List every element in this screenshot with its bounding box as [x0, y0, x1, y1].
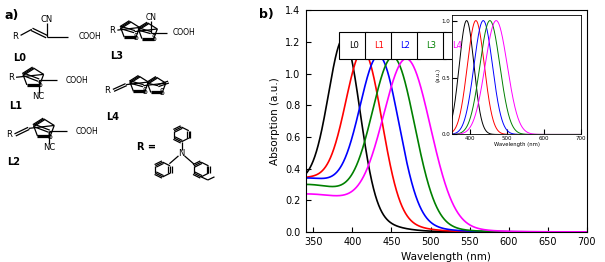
Text: R: R [109, 26, 115, 35]
FancyBboxPatch shape [339, 31, 368, 59]
Text: NC: NC [33, 92, 45, 101]
Text: S: S [151, 34, 156, 43]
Text: CN: CN [41, 15, 53, 24]
Text: L1: L1 [374, 41, 384, 50]
FancyBboxPatch shape [365, 31, 394, 59]
Text: S: S [38, 80, 42, 89]
Text: R: R [6, 130, 12, 139]
Text: b): b) [259, 8, 274, 21]
Text: L4: L4 [106, 112, 119, 122]
Text: R: R [8, 73, 13, 82]
Text: L0: L0 [13, 53, 27, 63]
Text: COOH: COOH [76, 127, 99, 136]
Text: L2: L2 [401, 41, 410, 50]
Text: S: S [160, 88, 165, 97]
Text: R =: R = [137, 142, 156, 152]
Text: a): a) [4, 9, 19, 22]
FancyBboxPatch shape [391, 31, 420, 59]
Text: L2: L2 [7, 157, 21, 167]
Text: S: S [142, 87, 147, 96]
Text: R: R [12, 32, 18, 41]
Text: S: S [134, 33, 139, 42]
Text: COOH: COOH [65, 76, 88, 85]
Text: L0: L0 [348, 41, 359, 50]
Text: COOH: COOH [172, 28, 195, 37]
Text: CN: CN [146, 13, 157, 22]
Text: NC: NC [43, 143, 56, 152]
Text: L3: L3 [427, 41, 436, 50]
X-axis label: Wavelength (nm): Wavelength (nm) [401, 252, 491, 262]
Text: COOH: COOH [79, 32, 102, 41]
Text: S: S [48, 132, 53, 140]
Y-axis label: Absorption (a.u.): Absorption (a.u.) [270, 77, 280, 165]
FancyBboxPatch shape [417, 31, 446, 59]
Text: L4: L4 [452, 41, 462, 50]
Text: L3: L3 [111, 51, 123, 61]
Text: N: N [178, 149, 185, 158]
FancyBboxPatch shape [443, 31, 471, 59]
Text: L1: L1 [9, 101, 22, 111]
Text: R: R [105, 86, 110, 95]
